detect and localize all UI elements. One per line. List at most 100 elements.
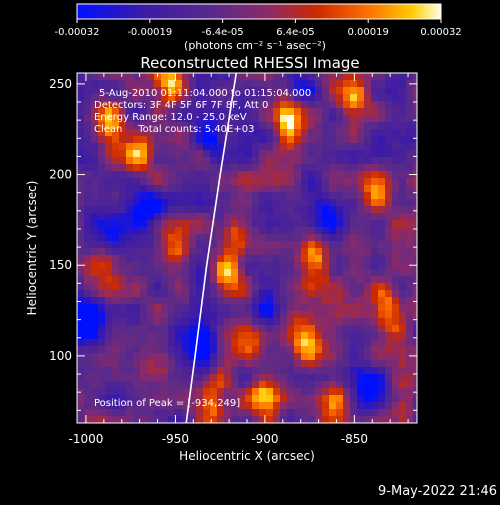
- heatmap-cell: [154, 332, 162, 340]
- heatmap-cell: [105, 157, 113, 165]
- heatmap-cell: [119, 94, 127, 102]
- heatmap-cell: [147, 332, 155, 340]
- heatmap-cell: [84, 206, 92, 214]
- heatmap-cell: [133, 297, 141, 305]
- heatmap-cell: [84, 339, 92, 347]
- heatmap-cell: [203, 339, 211, 347]
- heatmap-cell: [357, 80, 365, 88]
- heatmap-cell: [273, 108, 281, 116]
- heatmap-cell: [399, 178, 407, 186]
- heatmap-cell: [280, 374, 288, 382]
- heatmap-cell: [175, 164, 183, 172]
- heatmap-cell: [196, 339, 204, 347]
- heatmap-cell: [301, 94, 309, 102]
- heatmap-cell: [350, 115, 358, 123]
- heatmap-cell: [273, 367, 281, 375]
- heatmap-cell: [322, 136, 330, 144]
- heatmap-cell: [189, 234, 197, 242]
- heatmap-cell: [336, 374, 344, 382]
- heatmap-cell: [91, 199, 99, 207]
- heatmap-cell: [210, 353, 218, 361]
- heatmap-cell: [203, 101, 211, 109]
- heatmap-cell: [105, 339, 113, 347]
- heatmap-cell: [399, 199, 407, 207]
- heatmap-cell: [126, 374, 134, 382]
- heatmap-cell: [224, 213, 232, 221]
- heatmap-cell: [112, 381, 120, 389]
- heatmap-cell: [196, 94, 204, 102]
- heatmap-cell: [301, 402, 309, 410]
- heatmap-cell: [364, 73, 372, 81]
- heatmap-cell: [315, 297, 323, 305]
- heatmap-cell: [98, 101, 106, 109]
- heatmap-cell: [280, 248, 288, 256]
- heatmap-cell: [385, 402, 393, 410]
- heatmap-cell: [329, 402, 337, 410]
- heatmap-cell: [308, 220, 316, 228]
- heatmap-cell: [308, 367, 316, 375]
- heatmap-cell: [350, 80, 358, 88]
- heatmap-cell: [140, 388, 148, 396]
- heatmap-cell: [140, 108, 148, 116]
- heatmap-cell: [413, 164, 417, 172]
- heatmap-cell: [350, 94, 358, 102]
- heatmap-cell: [133, 346, 141, 354]
- heatmap-cell: [315, 318, 323, 326]
- heatmap-cell: [112, 374, 120, 382]
- heatmap-cell: [259, 269, 267, 277]
- heatmap-cell: [112, 234, 120, 242]
- heatmap-cell: [294, 87, 302, 95]
- heatmap-cell: [385, 213, 393, 221]
- heatmap-cell: [329, 122, 337, 130]
- heatmap-cell: [161, 381, 169, 389]
- heatmap-cell: [84, 80, 92, 88]
- heatmap-cell: [245, 269, 253, 277]
- heatmap-cell: [287, 353, 295, 361]
- heatmap-cell: [182, 367, 190, 375]
- heatmap-cell: [357, 129, 365, 137]
- heatmap-cell: [399, 94, 407, 102]
- heatmap-cell: [371, 164, 379, 172]
- heatmap-cell: [133, 73, 141, 81]
- heatmap-cell: [322, 318, 330, 326]
- heatmap-cell: [392, 227, 400, 235]
- heatmap-cell: [203, 367, 211, 375]
- heatmap-cell: [364, 297, 372, 305]
- heatmap-cell: [105, 213, 113, 221]
- heatmap-cell: [399, 255, 407, 263]
- heatmap-cell: [301, 115, 309, 123]
- heatmap-cell: [196, 150, 204, 158]
- heatmap-cell: [287, 248, 295, 256]
- heatmap-cell: [98, 374, 106, 382]
- heatmap-cell: [287, 311, 295, 319]
- heatmap-cell: [105, 164, 113, 172]
- heatmap-cell: [266, 213, 274, 221]
- heatmap-cell: [224, 402, 232, 410]
- heatmap-cell: [112, 325, 120, 333]
- heatmap-cell: [280, 276, 288, 284]
- heatmap-cell: [91, 346, 99, 354]
- heatmap-cell: [371, 276, 379, 284]
- heatmap-cell: [224, 171, 232, 179]
- heatmap-cell: [308, 171, 316, 179]
- heatmap-cell: [133, 416, 141, 423]
- heatmap-cell: [119, 206, 127, 214]
- heatmap-cell: [385, 248, 393, 256]
- heatmap-cell: [140, 339, 148, 347]
- heatmap-cell: [175, 332, 183, 340]
- heatmap-cell: [147, 353, 155, 361]
- heatmap-cell: [329, 234, 337, 242]
- heatmap-cell: [392, 395, 400, 403]
- heatmap-cell: [350, 325, 358, 333]
- heatmap-cell: [392, 171, 400, 179]
- heatmap-cell: [378, 339, 386, 347]
- heatmap-cell: [287, 108, 295, 116]
- heatmap-cell: [231, 276, 239, 284]
- heatmap-cell: [336, 227, 344, 235]
- heatmap-cell: [133, 150, 141, 158]
- heatmap-cell: [231, 416, 239, 423]
- heatmap-cell: [287, 304, 295, 312]
- heatmap-cell: [84, 108, 92, 116]
- heatmap-cell: [364, 227, 372, 235]
- heatmap-cell: [252, 178, 260, 186]
